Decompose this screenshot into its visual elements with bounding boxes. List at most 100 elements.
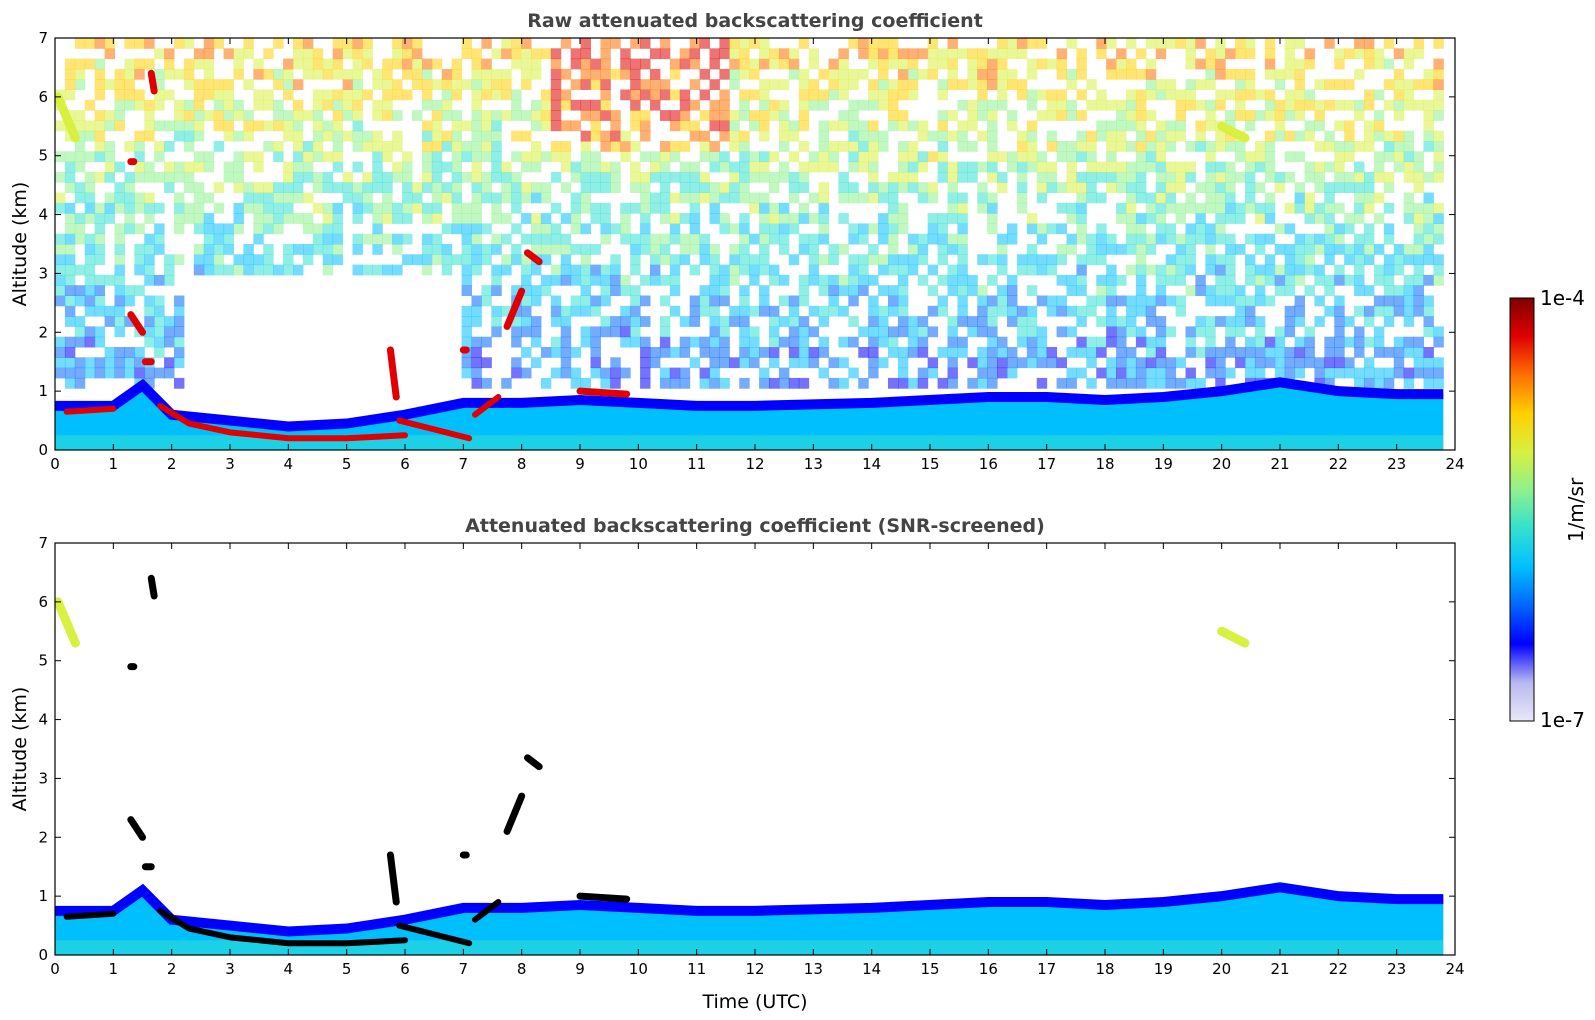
bottom-x-axis: 0 1 2 3 4 5 6 7 8 9 10 11 12 13 14 15 16 17 18 19 20 21 22 23 24 <box>50 543 1465 978</box>
noise-cell <box>957 79 968 90</box>
noise-cell <box>283 89 294 101</box>
noise-cell <box>1235 347 1246 358</box>
noise-cell <box>1126 38 1137 49</box>
noise-cell <box>421 161 433 173</box>
noise-cell <box>1304 326 1315 338</box>
noise-cell <box>64 68 76 80</box>
noise-cell <box>521 182 532 193</box>
noise-cell <box>769 202 780 214</box>
noise-cell <box>1056 202 1067 214</box>
noise-cell <box>1165 171 1177 183</box>
noise-cell <box>580 305 591 317</box>
noise-cell <box>719 285 730 296</box>
noise-cell <box>1245 68 1256 80</box>
noise-cell <box>1373 274 1385 286</box>
noise-cell <box>848 182 859 193</box>
noise-cell <box>1334 48 1345 60</box>
noise-cell <box>501 305 512 317</box>
noise-cell <box>312 58 324 70</box>
noise-cell <box>987 316 998 327</box>
noise-cell <box>1086 130 1097 142</box>
noise-cell <box>223 79 234 90</box>
noise-cell <box>1106 264 1117 276</box>
noise-cell <box>332 68 344 80</box>
noise-cell <box>659 79 671 90</box>
noise-cell <box>1403 89 1415 101</box>
noise-cell <box>1116 171 1127 183</box>
noise-cell <box>1126 326 1137 338</box>
noise-cell <box>1364 58 1375 70</box>
x-tick-label: 8 <box>517 455 527 473</box>
noise-cell <box>1383 171 1395 183</box>
noise-cell <box>154 295 165 307</box>
noise-cell <box>1106 141 1117 152</box>
noise-cell <box>164 120 175 132</box>
noise-cell <box>372 264 383 276</box>
noise-cell <box>441 223 453 235</box>
noise-cell <box>144 367 155 379</box>
noise-cell <box>154 233 165 245</box>
noise-cell <box>640 316 651 327</box>
noise-cell <box>769 305 780 317</box>
noise-cell <box>362 171 373 183</box>
noise-cell <box>1423 305 1434 317</box>
noise-cell <box>1225 233 1236 245</box>
noise-cell <box>659 89 671 101</box>
noise-cell <box>531 58 542 70</box>
noise-cell <box>689 357 701 369</box>
noise-cell <box>1155 79 1167 90</box>
noise-cell <box>1334 99 1345 111</box>
noise-cell <box>84 274 96 286</box>
noise-cell <box>511 182 522 193</box>
noise-cell <box>759 233 770 245</box>
noise-cell <box>461 233 472 245</box>
noise-cell <box>798 89 810 101</box>
noise-cell <box>1245 182 1256 193</box>
noise-cell <box>1225 254 1236 266</box>
noise-cell <box>183 161 195 173</box>
noise-cell <box>848 141 859 152</box>
x-tick-label: 16 <box>979 960 998 978</box>
noise-cell <box>372 151 383 163</box>
noise-cell <box>689 79 701 90</box>
cloud <box>503 287 526 330</box>
noise-cell <box>897 316 909 327</box>
aerosol-layer <box>396 922 473 947</box>
noise-cell <box>253 151 264 163</box>
noise-cell <box>1413 182 1424 193</box>
noise-cell <box>1264 254 1276 266</box>
noise-cell <box>679 336 691 348</box>
noise-cell <box>1195 233 1206 245</box>
noise-cell <box>947 202 958 214</box>
noise-cell <box>808 274 820 286</box>
noise-cell <box>64 244 76 255</box>
noise-cell <box>521 264 532 276</box>
noise-cell <box>1324 347 1335 358</box>
noise-cell <box>1354 38 1365 49</box>
noise-cell <box>1106 130 1117 142</box>
noise-cell <box>1314 264 1325 276</box>
noise-cell <box>699 151 710 163</box>
noise-cell <box>540 223 552 235</box>
noise-cell <box>1096 89 1107 101</box>
noise-cell <box>1126 213 1137 224</box>
noise-cell <box>1135 274 1147 286</box>
noise-cell <box>1334 171 1345 183</box>
noise-cell <box>332 233 344 245</box>
noise-cell <box>897 182 909 193</box>
noise-cell <box>114 285 125 296</box>
noise-cell <box>1215 367 1226 379</box>
noise-cell <box>332 244 344 255</box>
noise-cell <box>650 233 661 245</box>
noise-cell <box>1235 244 1246 255</box>
noise-cell <box>808 79 820 90</box>
cloud <box>576 387 631 398</box>
noise-cell <box>481 192 492 204</box>
noise-cell <box>491 202 502 214</box>
colorbar: 1e-4 1e-7 1/m/sr <box>1509 286 1588 732</box>
noise-cell <box>778 316 790 327</box>
noise-cell <box>947 38 958 49</box>
noise-cell <box>610 223 621 235</box>
noise-cell <box>1254 367 1266 379</box>
noise-cell <box>293 244 304 255</box>
